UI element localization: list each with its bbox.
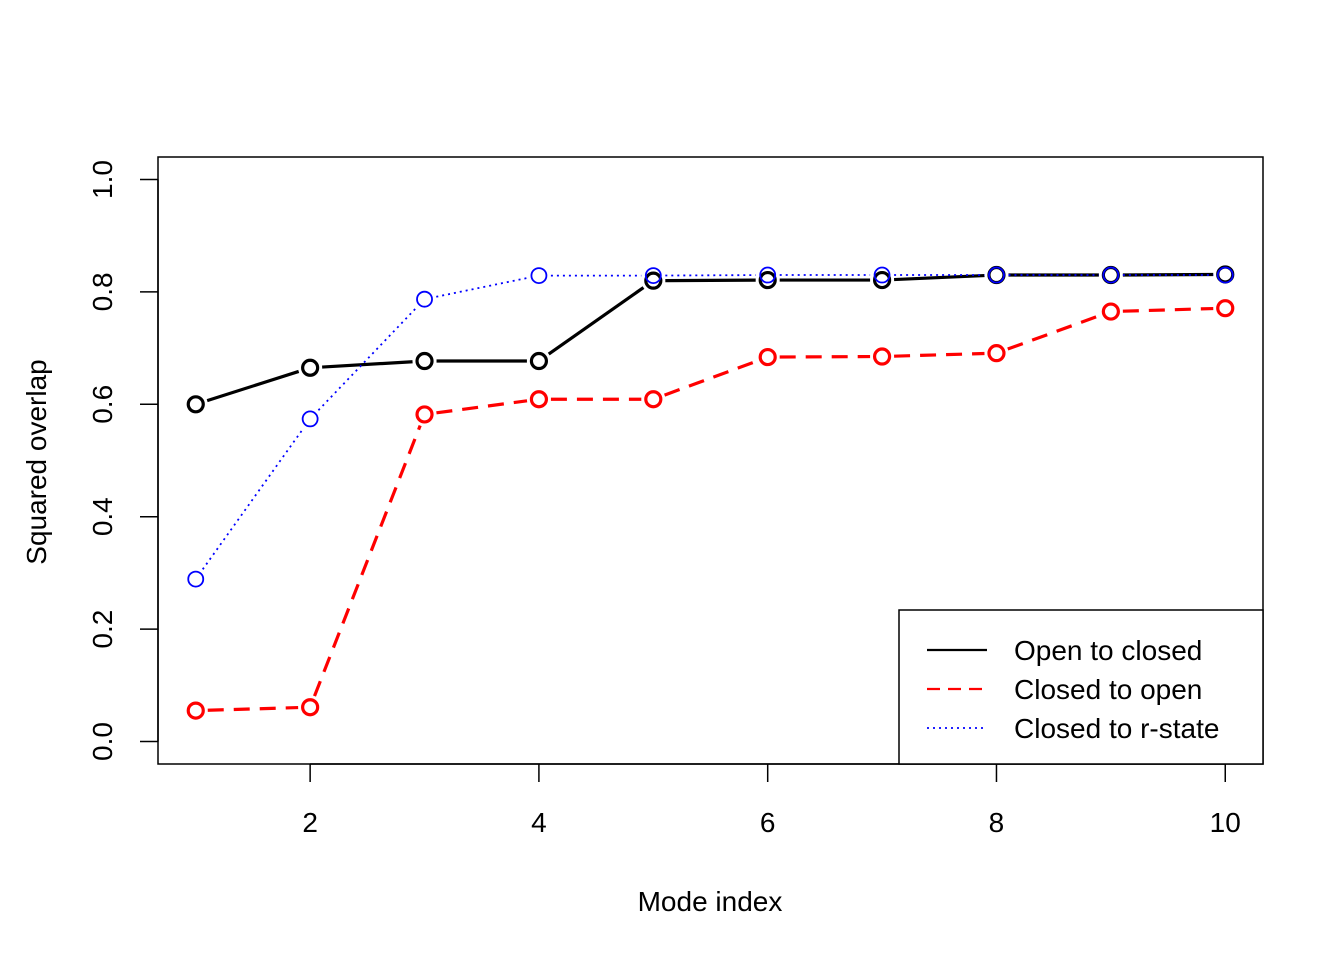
data-point xyxy=(301,698,320,717)
data-point xyxy=(301,410,319,428)
series-line-segment xyxy=(313,425,422,697)
y-axis: 0.0 0.2 0.4 0.6 0.8 1.0 xyxy=(87,160,159,761)
series-closed-to-r-state xyxy=(187,266,1234,588)
x-tick-label: 10 xyxy=(1210,807,1241,838)
x-axis-label: Mode index xyxy=(638,886,783,917)
data-point xyxy=(873,266,891,284)
data-point xyxy=(529,351,549,371)
data-point xyxy=(1216,299,1235,318)
series-closed-to-open xyxy=(186,299,1235,720)
series-line-segment xyxy=(201,428,304,570)
data-point xyxy=(988,266,1005,284)
data-point xyxy=(416,290,433,308)
data-point xyxy=(872,347,892,366)
data-point xyxy=(759,266,777,284)
data-point xyxy=(644,390,663,409)
data-point xyxy=(186,395,205,414)
legend-box xyxy=(898,609,1264,765)
series-line-segment xyxy=(206,369,300,403)
data-point xyxy=(758,347,777,367)
data-point xyxy=(415,405,434,424)
y-tick-label: 0.0 xyxy=(87,722,118,761)
y-tick-label: 0.8 xyxy=(87,272,118,311)
series-line-segment xyxy=(322,360,413,369)
y-tick-label: 0.6 xyxy=(87,385,118,424)
y-tick-label: 1.0 xyxy=(87,160,118,199)
data-point xyxy=(644,267,662,284)
series-line-segment xyxy=(1007,314,1101,351)
data-point xyxy=(187,570,205,588)
series-line-segment xyxy=(894,273,985,282)
data-point xyxy=(301,358,320,377)
y-axis-label: Squared overlap xyxy=(21,359,52,564)
legend-label: Closed to open xyxy=(1014,674,1202,705)
series-line-segment xyxy=(207,705,299,712)
data-point xyxy=(186,701,205,720)
data-point xyxy=(644,271,663,290)
series-line-segment xyxy=(894,351,985,358)
series-line-segment xyxy=(436,399,528,415)
series-layer xyxy=(186,265,1235,720)
data-point xyxy=(530,267,548,284)
series-line-segment xyxy=(664,359,757,397)
data-point xyxy=(1216,266,1234,284)
series-line-segment xyxy=(1122,306,1214,313)
y-tick-label: 0.2 xyxy=(87,610,118,649)
data-point xyxy=(872,270,892,290)
y-tick-label: 0.4 xyxy=(87,497,118,536)
legend: Open to closed Closed to open Closed to r-… xyxy=(898,609,1264,765)
x-tick-label: 8 xyxy=(989,807,1005,838)
data-point xyxy=(1102,266,1120,284)
data-point xyxy=(758,270,777,290)
series-line-segment xyxy=(547,286,645,356)
x-tick-label: 6 xyxy=(760,807,776,838)
x-tick-label: 2 xyxy=(302,807,318,838)
data-point xyxy=(415,351,434,371)
legend-label: Open to closed xyxy=(1014,635,1202,666)
data-point xyxy=(987,344,1006,363)
data-point xyxy=(1101,302,1120,321)
legend-label: Closed to r-state xyxy=(1014,713,1219,744)
data-point xyxy=(529,390,549,409)
x-tick-label: 4 xyxy=(531,807,547,838)
